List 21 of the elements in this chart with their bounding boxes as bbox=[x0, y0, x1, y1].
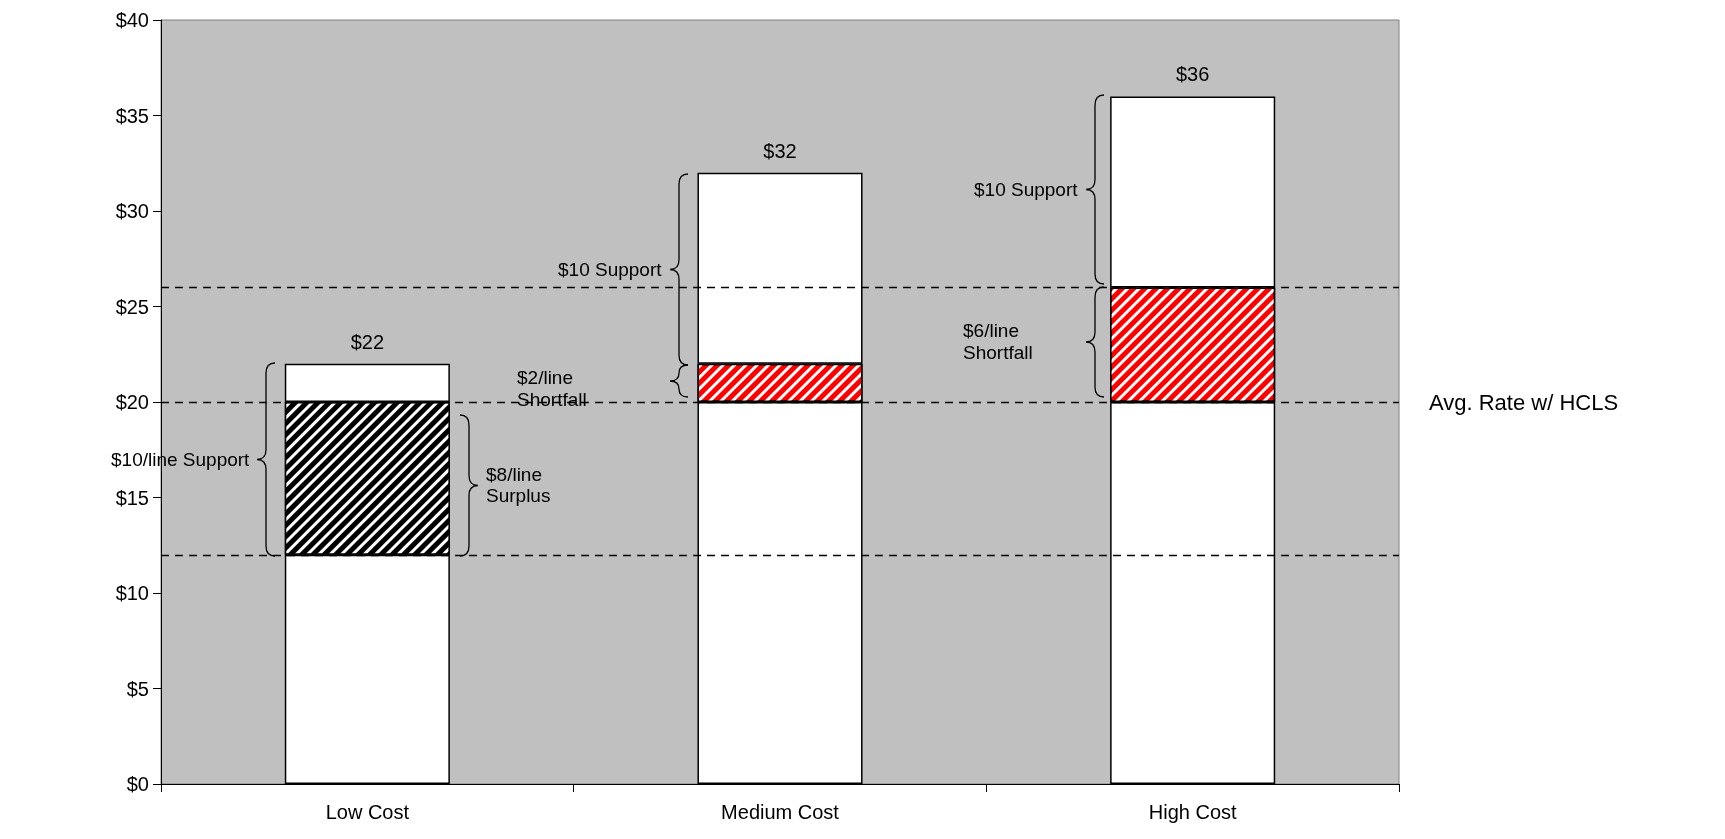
y-tick-label: $0 bbox=[126, 773, 149, 795]
y-tick-label: $10 bbox=[115, 582, 149, 604]
total-label: $32 bbox=[763, 139, 797, 162]
y-tick-label: $25 bbox=[115, 295, 149, 318]
ref-line-label: Avg. Rate w/ HCLS bbox=[1429, 389, 1619, 415]
y-tick-label: $30 bbox=[115, 200, 149, 222]
y-tick-label: $35 bbox=[115, 104, 149, 127]
annotation: $10 Support bbox=[974, 178, 1078, 201]
x-tick-label: Medium Cost bbox=[721, 801, 840, 823]
annotation: $10 Support bbox=[558, 258, 662, 281]
x-tick-label: High Cost bbox=[1148, 801, 1238, 823]
annotation: $6/line Shortfall bbox=[963, 320, 1034, 364]
y-tick-label: $15 bbox=[115, 486, 149, 509]
y-tick-label: $20 bbox=[115, 391, 149, 413]
total-label: $22 bbox=[350, 330, 385, 353]
y-tick-label: $5 bbox=[126, 677, 149, 700]
x-tick-label: Low Cost bbox=[325, 801, 410, 823]
y-tick-label: $40 bbox=[115, 9, 149, 31]
total-label: $36 bbox=[1175, 63, 1210, 86]
annotation: $8/line Surplus bbox=[486, 463, 552, 508]
annotation: $2/line Shortfall bbox=[517, 367, 588, 411]
